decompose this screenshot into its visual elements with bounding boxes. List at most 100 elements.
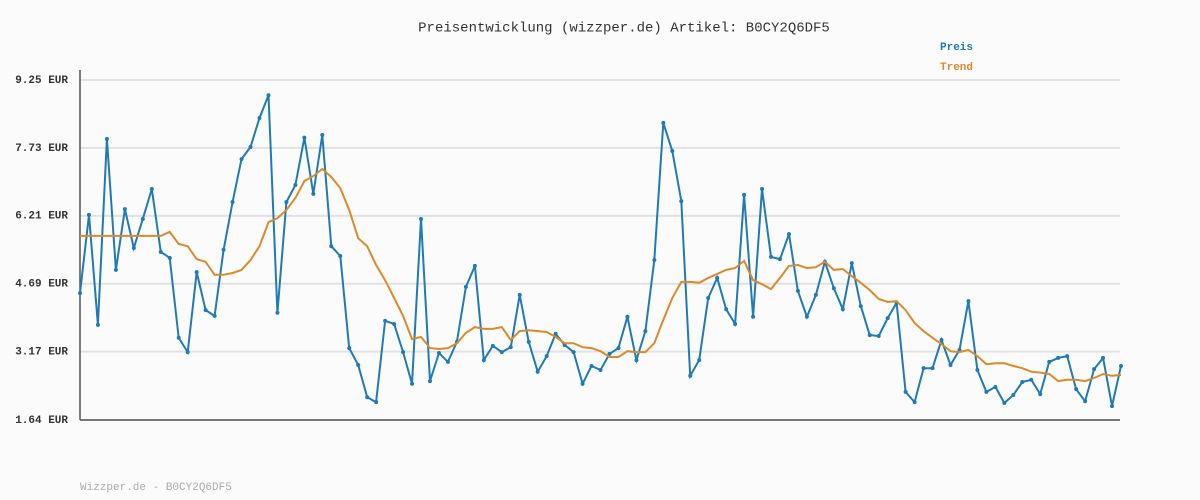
data-point — [1029, 377, 1034, 382]
y-tick-label: 3.17 EUR — [15, 347, 68, 359]
data-point — [1119, 363, 1123, 368]
data-point — [733, 321, 738, 326]
data-point — [445, 359, 450, 364]
data-point — [1011, 392, 1016, 397]
data-point — [490, 343, 495, 348]
data-point — [984, 389, 989, 394]
data-point — [167, 255, 172, 260]
legend-label: Preis — [940, 42, 973, 54]
data-point — [831, 286, 836, 291]
data-point — [598, 367, 603, 372]
y-tick-label: 7.73 EUR — [15, 143, 68, 155]
data-point — [867, 333, 872, 338]
data-point — [239, 157, 244, 162]
data-point — [203, 308, 208, 313]
data-point — [158, 250, 163, 255]
data-point — [1038, 392, 1043, 397]
data-point — [113, 267, 118, 272]
data-point — [804, 314, 809, 319]
data-point — [230, 199, 235, 204]
data-point — [410, 381, 415, 386]
data-point — [284, 199, 289, 204]
data-point — [221, 247, 226, 252]
data-point — [293, 182, 298, 187]
data-point — [544, 354, 549, 359]
data-point — [571, 350, 576, 355]
data-point — [508, 345, 513, 350]
data-point — [706, 296, 711, 301]
data-point — [634, 358, 639, 363]
data-point — [858, 304, 863, 309]
y-tick-label: 9.25 EUR — [15, 75, 68, 87]
data-point — [185, 350, 190, 355]
data-point — [472, 263, 477, 268]
data-point — [769, 254, 774, 259]
data-point — [661, 120, 666, 125]
y-tick-label: 1.64 EUR — [15, 415, 68, 427]
data-point — [122, 207, 127, 212]
data-point — [1056, 355, 1061, 360]
data-point — [356, 363, 361, 368]
data-point — [840, 307, 845, 312]
data-point — [338, 254, 343, 259]
data-point — [786, 232, 791, 237]
data-point — [86, 212, 91, 217]
data-point — [777, 257, 782, 262]
data-point — [930, 366, 935, 371]
data-point — [993, 384, 998, 389]
data-point — [463, 284, 468, 289]
data-point — [1047, 359, 1052, 364]
data-point — [302, 135, 307, 140]
data-point — [257, 115, 262, 120]
data-point — [427, 379, 432, 384]
data-point — [436, 350, 441, 355]
data-point — [697, 358, 702, 363]
data-point — [365, 395, 370, 400]
data-point — [212, 313, 217, 318]
data-point — [912, 400, 917, 405]
data-point — [419, 216, 424, 221]
data-point — [1065, 354, 1070, 359]
data-point — [374, 400, 379, 405]
data-point — [95, 322, 100, 327]
data-point — [1092, 367, 1097, 372]
data-point — [939, 338, 944, 343]
data-point — [78, 291, 82, 296]
data-point — [921, 366, 926, 371]
data-point — [795, 288, 800, 293]
data-point — [392, 321, 397, 326]
data-point — [311, 191, 316, 196]
data-point — [885, 316, 890, 321]
data-point — [383, 318, 388, 323]
data-point — [966, 299, 971, 304]
data-point — [517, 292, 522, 297]
data-point — [526, 339, 531, 344]
data-point — [535, 369, 540, 374]
data-point — [176, 335, 181, 340]
legend-label: Trend — [940, 62, 973, 74]
data-point — [499, 350, 504, 355]
data-point — [813, 292, 818, 297]
series-line — [80, 167, 1122, 383]
data-point — [131, 245, 136, 250]
data-point — [742, 192, 747, 197]
data-point — [876, 334, 881, 339]
y-tick-label: 6.21 EUR — [15, 211, 68, 223]
chart-title: Preisentwicklung (wizzper.de) Artikel: B… — [418, 21, 830, 37]
data-point — [266, 93, 271, 98]
data-point — [903, 389, 908, 394]
data-point — [849, 261, 854, 266]
data-point — [616, 346, 621, 351]
data-point — [715, 275, 720, 280]
data-point — [1101, 355, 1106, 360]
data-point — [401, 350, 406, 355]
data-point — [553, 331, 558, 336]
data-point — [688, 373, 693, 378]
data-point — [580, 381, 585, 386]
data-point — [1083, 399, 1088, 404]
data-point — [589, 363, 594, 368]
data-point — [652, 258, 657, 263]
